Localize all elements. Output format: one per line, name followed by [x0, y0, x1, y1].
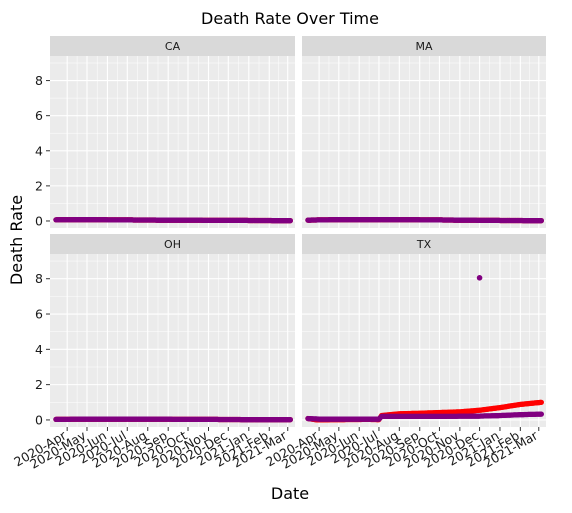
- data-point: [287, 417, 293, 423]
- series-purple: [53, 416, 293, 423]
- facet-strip-label: CA: [165, 40, 181, 53]
- y-axis-label: Death Rate: [7, 195, 26, 285]
- panel-background: [50, 254, 295, 427]
- data-point: [538, 411, 545, 417]
- panel-background: [302, 56, 546, 228]
- data-point: [538, 399, 545, 405]
- facet-strip-label: OH: [164, 238, 181, 251]
- y-tick-label: 4: [35, 342, 43, 357]
- y-tick-label: 2: [35, 377, 43, 392]
- series-purple: [305, 411, 545, 422]
- y-tick-label: 4: [35, 143, 43, 158]
- y-tick-label: 6: [35, 307, 43, 322]
- panel-background: [302, 254, 546, 427]
- facet-strip-label: MA: [415, 40, 432, 53]
- y-tick-label: 8: [35, 73, 43, 88]
- panel-oh: OH024682020-Apr2020-May2020-Jun2020-Jul2…: [11, 234, 295, 472]
- facet-panels: CA02468MAOH024682020-Apr2020-May2020-Jun…: [11, 36, 546, 472]
- y-tick-label: 2: [35, 178, 43, 193]
- series-purple: [53, 217, 293, 224]
- data-point: [287, 218, 293, 224]
- facet-strip: [50, 36, 295, 56]
- panel-ca: CA 0 2 4 6 8: [35, 36, 295, 228]
- facet-strip: [302, 36, 546, 56]
- y-tick-label: 0: [35, 213, 43, 228]
- x-axis-label: Date: [271, 484, 309, 503]
- chart-title: Death Rate Over Time: [201, 9, 379, 28]
- panel-background: [50, 56, 295, 228]
- outlier-point: [476, 275, 483, 281]
- y-tick-label: 8: [35, 271, 43, 286]
- data-point: [538, 218, 545, 224]
- panel-tx: TX2020-Apr2020-May2020-Jun2020-Jul2020-A…: [263, 234, 546, 472]
- facet-strip: [50, 234, 295, 254]
- y-tick-label: 0: [35, 412, 43, 427]
- facet-strip: [302, 234, 546, 254]
- facet-strip-label: TX: [416, 238, 432, 251]
- series-purple: [305, 217, 545, 224]
- panel-ma: MA: [302, 36, 546, 228]
- y-tick-label: 6: [35, 108, 43, 123]
